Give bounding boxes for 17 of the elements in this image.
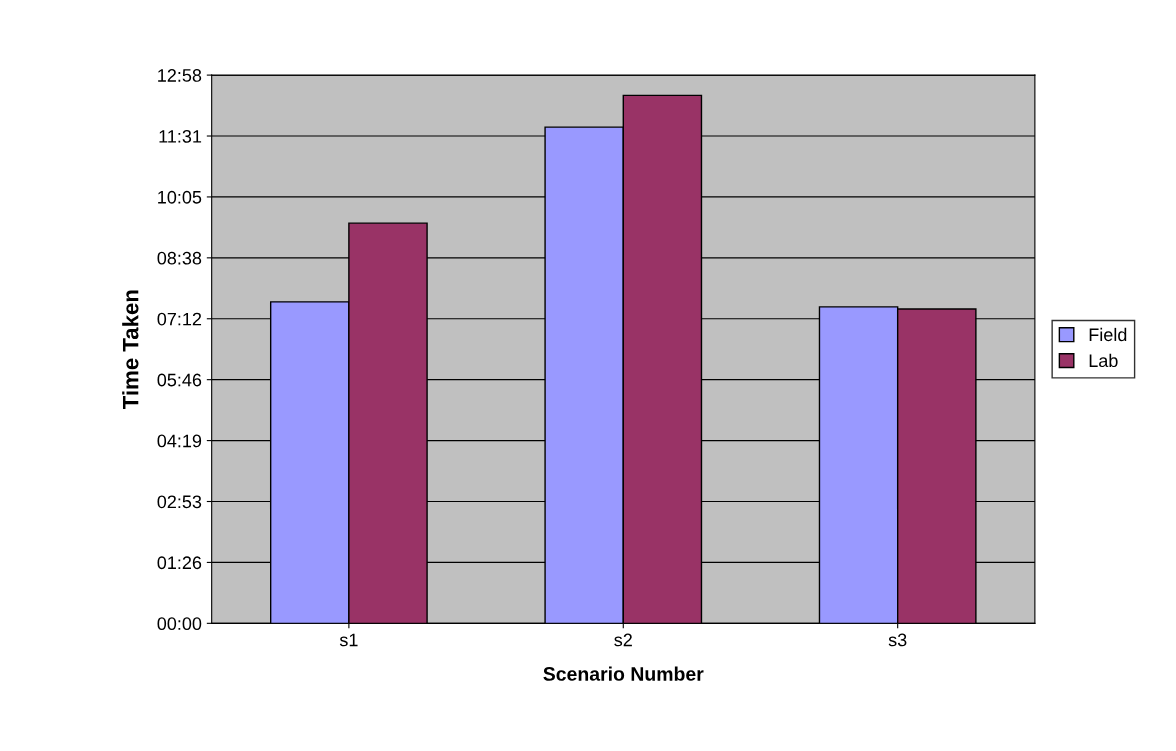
y-tick-label: 00:00 xyxy=(157,617,202,631)
x-axis-title: Scenario Number xyxy=(543,666,704,681)
legend-label: Field xyxy=(1089,327,1127,342)
y-tick-label: 08:38 xyxy=(157,251,202,265)
y-tick-label: 04:19 xyxy=(157,434,202,448)
x-tick-label: s1 xyxy=(339,633,358,647)
y-axis-title: Time Taken xyxy=(122,290,139,410)
y-tick-label: 12:58 xyxy=(158,69,202,82)
legend-label: Lab xyxy=(1089,353,1118,368)
y-tick-label: 01:26 xyxy=(157,556,202,570)
x-tick-label: s3 xyxy=(888,633,907,647)
y-tick-label: 05:46 xyxy=(157,373,202,387)
y-tick-label: 07:12 xyxy=(157,312,202,326)
y-tick-label: 10:05 xyxy=(158,190,202,204)
y-tick-label: 02:53 xyxy=(157,495,202,509)
y-tick-label: 11:31 xyxy=(159,129,202,143)
x-tick-label: s2 xyxy=(614,633,632,647)
